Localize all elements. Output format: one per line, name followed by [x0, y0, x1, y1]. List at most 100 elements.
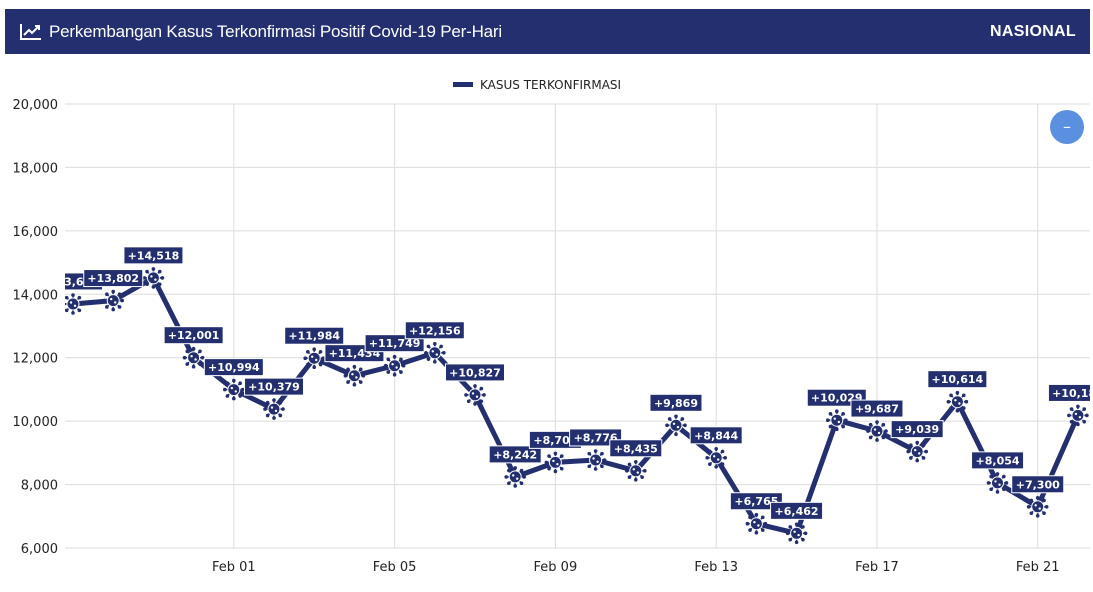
data-label: +8,844	[689, 426, 743, 445]
virus-dot	[391, 363, 394, 366]
legend-swatch	[453, 82, 473, 87]
virus-dot	[833, 417, 836, 420]
virus-spike-tip	[241, 387, 245, 392]
virus-dot	[596, 460, 599, 463]
virus-dot	[556, 463, 559, 466]
virus-spike-tip	[627, 475, 632, 479]
virus-spike-tip	[803, 531, 808, 536]
virus-spike-tip	[723, 456, 727, 460]
virus-dot	[234, 390, 237, 393]
virus-dot	[471, 392, 475, 395]
virus-spike-tip	[881, 435, 886, 440]
data-label-box	[163, 326, 224, 345]
data-label-text: +11,984	[288, 330, 340, 343]
virus-dot	[431, 350, 434, 353]
data-label-box	[83, 269, 144, 288]
virus-spike-tip	[145, 282, 149, 287]
virus-spike-tip	[312, 365, 316, 369]
virus-dot	[958, 402, 961, 405]
virus-icon	[946, 390, 969, 413]
virus-body	[388, 359, 402, 373]
data-label-box	[244, 377, 305, 396]
data-label-box	[850, 399, 904, 418]
virus-icon	[142, 267, 165, 289]
virus-icon	[263, 398, 285, 420]
virus-spike-tip	[801, 525, 805, 529]
x-tick-label: Feb 01	[212, 560, 256, 575]
virus-spike-tip	[312, 347, 316, 351]
virus-icon	[303, 347, 325, 369]
zoom-button-circle	[1050, 110, 1084, 144]
page-title: Perkembangan Kasus Terkonfirmasi Positif…	[49, 21, 502, 41]
virus-dot	[315, 358, 318, 362]
data-label-text: +11,749	[369, 337, 421, 350]
virus-body	[830, 413, 844, 427]
virus-dot	[1038, 507, 1041, 510]
virus-spike-tip	[200, 355, 205, 360]
virus-body	[1071, 408, 1085, 422]
virus-spike-tip	[265, 400, 270, 405]
data-label: +14,518	[123, 246, 184, 265]
virus-spike-tip	[1085, 413, 1089, 418]
virus-spike-tip	[1035, 496, 1040, 500]
virus-spike-tip	[466, 399, 471, 404]
virus-dot	[516, 477, 519, 480]
virus-icon	[223, 378, 245, 401]
virus-icon	[1067, 404, 1089, 427]
virus-spike-tip	[924, 449, 928, 454]
data-label-box	[890, 420, 944, 439]
virus-body	[1031, 500, 1045, 514]
virus-spike-tip	[1069, 419, 1074, 424]
zoom-out-button[interactable]: –	[1050, 110, 1084, 144]
virus-spike-tip	[507, 481, 511, 486]
data-label-box	[971, 451, 1025, 470]
data-label-box	[770, 501, 824, 520]
virus-spike-tip	[964, 399, 969, 404]
virus-spike-tip	[151, 267, 156, 271]
virus-spike-tip	[265, 413, 270, 418]
virus-body	[709, 451, 723, 465]
data-label-box	[284, 326, 345, 345]
virus-spike-tip	[600, 451, 604, 456]
virus-spike-tip	[306, 350, 310, 354]
data-label-box	[1011, 475, 1065, 494]
virus-spike-tip	[198, 362, 202, 366]
virus-spike-tip	[754, 512, 759, 517]
virus-spike-tip	[80, 302, 84, 306]
data-label-text: +14,518	[128, 249, 180, 262]
x-tick-label: Feb 13	[694, 560, 738, 575]
virus-spike-tip	[625, 469, 629, 473]
virus-spike-tip	[321, 356, 325, 360]
data-label-text: +10,994	[208, 361, 260, 374]
data-label-box	[1047, 383, 1090, 402]
virus-spike-tip	[346, 380, 350, 384]
data-label: +8,242	[488, 445, 542, 464]
virus-spike-tip	[182, 355, 187, 360]
data-label: +10,180	[1047, 383, 1090, 402]
data-label-text: +8,844	[694, 429, 738, 442]
virus-spike-tip	[720, 462, 725, 466]
virus-body	[991, 476, 1004, 490]
virus-spike-tip	[392, 372, 397, 377]
virus-body	[428, 346, 442, 360]
virus-spike-tip	[714, 447, 718, 451]
virus-spike-tip	[745, 521, 750, 526]
data-label-text: +9,869	[654, 397, 698, 410]
virus-spike-tip	[157, 269, 162, 274]
virus-spike-tip	[1082, 419, 1087, 424]
data-label-text: +8,242	[493, 448, 537, 461]
virus-dot	[994, 480, 997, 483]
y-tick-label: 16,000	[13, 225, 59, 240]
y-tick-label: 12,000	[13, 352, 59, 367]
data-label-text: +10,827	[449, 366, 501, 379]
virus-spike-tip	[1029, 498, 1034, 503]
virus-body	[146, 271, 160, 285]
data-label: +8,435	[609, 439, 663, 458]
virus-spike-tip	[352, 382, 357, 387]
virus-body	[227, 383, 241, 397]
minus-icon: –	[1063, 117, 1071, 136]
virus-body	[187, 351, 201, 365]
data-label: +8,700	[528, 430, 582, 449]
data-label-text: +7,300	[1016, 478, 1060, 491]
data-label: +8,776	[569, 428, 623, 447]
